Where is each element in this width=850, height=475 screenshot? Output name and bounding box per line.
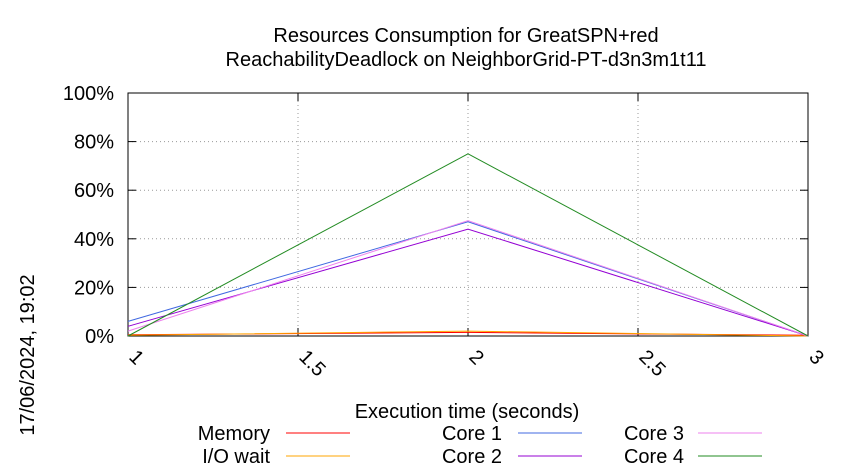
chart-title-line1: Resources Consumption for GreatSPN+red [273,25,658,47]
x-tick-label: 1 [124,346,147,369]
x-tick-label: 2 [464,346,487,369]
legend-label-i-o-wait: I/O wait [202,446,270,468]
y-tick-label: 0% [85,326,114,348]
y-tick-label: 100% [63,83,114,105]
legend-label-memory: Memory [198,423,270,445]
chart-title-line2: ReachabilityDeadlock on NeighborGrid-PT-… [226,49,707,71]
y-tick-label: 80% [74,132,114,154]
legend-label-core-3: Core 3 [624,423,684,445]
y-tick-label: 20% [74,277,114,299]
legend-label-core-2: Core 2 [442,446,502,468]
series-line-i-o-wait [127,330,809,337]
series-line-core-4 [127,153,809,337]
grid [128,93,808,336]
x-axis-label: Execution time (seconds) [355,401,580,423]
legend-label-core-1: Core 1 [442,423,502,445]
y-tick-label: 40% [74,229,114,251]
x-tick-label: 3 [804,346,827,369]
legend-label-core-4: Core 4 [624,446,684,468]
series-line-core-3 [127,220,809,337]
series-lines [127,153,809,337]
x-tick-label: 1.5 [294,346,329,381]
timestamp: 17/06/2024, 19:02 [17,274,39,435]
x-tick-label: 2.5 [634,346,669,381]
y-tick-label: 60% [74,180,114,202]
